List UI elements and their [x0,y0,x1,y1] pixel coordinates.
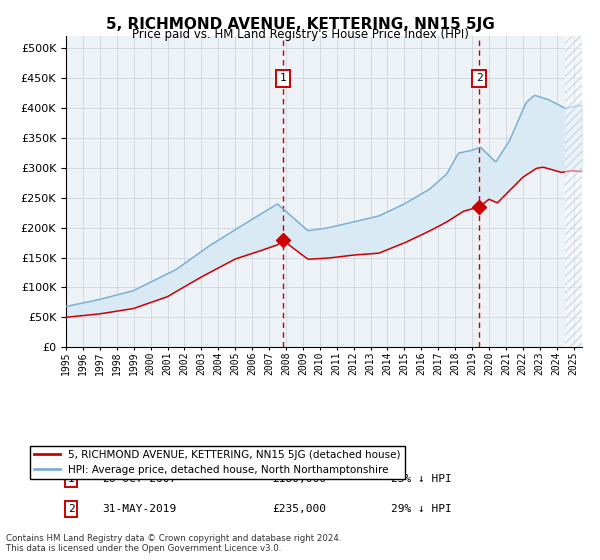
Text: 1: 1 [280,73,286,83]
Legend: 5, RICHMOND AVENUE, KETTERING, NN15 5JG (detached house), HPI: Average price, de: 5, RICHMOND AVENUE, KETTERING, NN15 5JG … [30,446,405,479]
Text: 29% ↓ HPI: 29% ↓ HPI [391,504,452,514]
Text: 2: 2 [68,504,74,514]
Text: Price paid vs. HM Land Registry's House Price Index (HPI): Price paid vs. HM Land Registry's House … [131,28,469,41]
Text: £235,000: £235,000 [272,504,326,514]
Text: 1: 1 [68,474,74,484]
Text: £180,000: £180,000 [272,474,326,484]
Text: 26-OCT-2007: 26-OCT-2007 [102,474,176,484]
Text: Contains HM Land Registry data © Crown copyright and database right 2024.
This d: Contains HM Land Registry data © Crown c… [6,534,341,553]
Text: 25% ↓ HPI: 25% ↓ HPI [391,474,452,484]
Text: 5, RICHMOND AVENUE, KETTERING, NN15 5JG: 5, RICHMOND AVENUE, KETTERING, NN15 5JG [106,17,494,32]
Text: 2: 2 [476,73,482,83]
Text: 31-MAY-2019: 31-MAY-2019 [102,504,176,514]
